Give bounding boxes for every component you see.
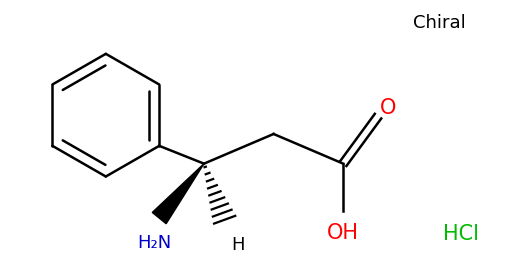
Text: OH: OH	[327, 223, 359, 243]
Text: Chiral: Chiral	[413, 14, 465, 32]
Text: H: H	[231, 236, 245, 254]
Text: O: O	[380, 98, 396, 118]
Text: H₂N: H₂N	[137, 234, 172, 252]
Text: HCl: HCl	[443, 224, 479, 244]
Polygon shape	[152, 164, 204, 224]
